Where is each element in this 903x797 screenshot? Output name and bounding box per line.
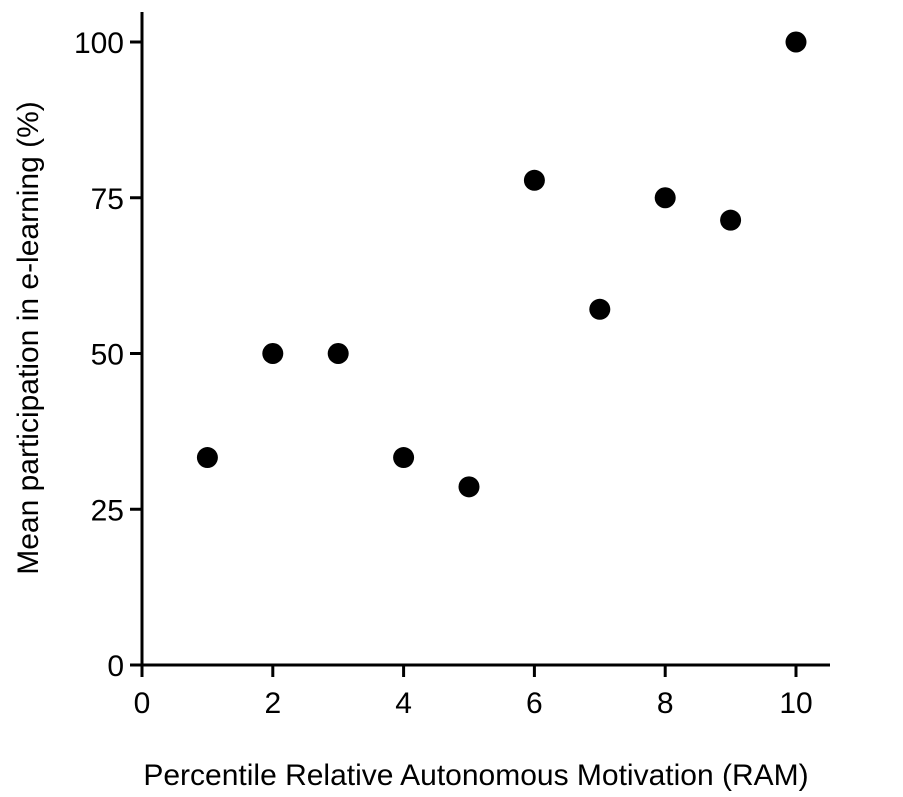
y-tick-label: 100 bbox=[74, 27, 124, 60]
data-point bbox=[523, 169, 545, 191]
data-point bbox=[196, 447, 218, 469]
y-tick-label: 25 bbox=[91, 494, 124, 527]
y-tick-label: 75 bbox=[91, 183, 124, 216]
x-tick-label: 10 bbox=[779, 687, 812, 720]
y-tick-label: 50 bbox=[91, 339, 124, 372]
axes bbox=[140, 12, 830, 667]
data-point bbox=[393, 447, 415, 469]
y-axis-title: Mean participation in e-learning (%) bbox=[12, 101, 45, 575]
data-point bbox=[654, 187, 676, 209]
data-point bbox=[327, 343, 349, 364]
x-tick-label: 2 bbox=[264, 687, 281, 720]
x-tick-label: 0 bbox=[134, 687, 151, 720]
data-point bbox=[720, 209, 742, 231]
x-tick-label: 6 bbox=[526, 687, 543, 720]
data-point bbox=[589, 298, 611, 320]
x-tick-label: 4 bbox=[395, 687, 412, 720]
data-point bbox=[262, 343, 284, 364]
data-points bbox=[196, 31, 807, 498]
y-tick-label: 0 bbox=[107, 650, 124, 683]
data-point bbox=[458, 476, 480, 498]
x-axis-title: Percentile Relative Autonomous Motivatio… bbox=[143, 759, 808, 792]
data-point bbox=[785, 31, 807, 53]
x-tick-label: 8 bbox=[657, 687, 674, 720]
